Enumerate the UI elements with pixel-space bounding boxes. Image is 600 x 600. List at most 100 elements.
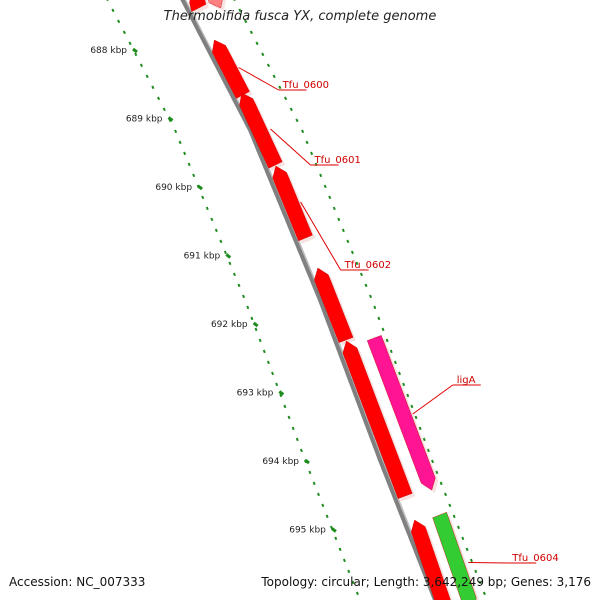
genome-title: Thermobifida fusca YX, complete genome [163, 9, 437, 24]
scale-dot [310, 151, 314, 156]
scale-dot [287, 415, 291, 420]
scale-dot [139, 63, 144, 68]
scale-dot [393, 360, 397, 365]
scale-dot [377, 316, 381, 321]
scale-dot [261, 52, 265, 57]
scale-dot [422, 437, 426, 442]
kbp-tick [278, 390, 285, 396]
scale-dot [334, 536, 338, 541]
scale-dot [346, 239, 350, 244]
scale-dot [255, 41, 259, 46]
kbp-tick [304, 458, 310, 465]
scale-dot [385, 338, 389, 343]
kbp-tick [167, 116, 174, 122]
scale-dot [341, 228, 345, 233]
scale-dot [465, 547, 469, 552]
scale-dot [364, 283, 368, 288]
kbp-tick-label: 688 kbp [90, 46, 127, 56]
scale-dot [289, 107, 293, 112]
scale-dot [272, 74, 276, 79]
scale-dot [482, 591, 486, 596]
scale-dot [359, 272, 363, 277]
gene-label-tfu_0602: Tfu_0602 [344, 260, 391, 271]
gene-label-tfu_0600: Tfu_0600 [282, 80, 329, 91]
scale-dot [271, 371, 274, 376]
kbp-tick-label: 694 kbp [262, 457, 299, 467]
kbp-tick-label: 689 kbp [126, 115, 163, 125]
scale-dot [117, 19, 121, 24]
scale-dot [381, 327, 385, 332]
scale-dot [347, 569, 351, 574]
scale-dot [122, 30, 126, 35]
scale-dot [183, 151, 187, 156]
scale-dot [332, 206, 336, 211]
scale-dot [452, 514, 456, 519]
scale-dot [325, 514, 329, 519]
scale-dot [187, 162, 191, 167]
gene-label-tfu_0604: Tfu_0604 [511, 553, 558, 564]
scale-dot [406, 393, 410, 398]
scale-dot [328, 195, 332, 200]
scale-dot [232, 272, 236, 277]
scale-dot [266, 360, 270, 365]
scale-dot [157, 96, 161, 101]
scale-dot [337, 217, 341, 222]
scale-dot [233, 0, 236, 2]
genome-stats-label: Topology: circular; Length: 3,642,249 bp… [261, 575, 591, 589]
scale-dot [369, 294, 373, 299]
accession-label: Accession: NC_007333 [9, 575, 146, 589]
scale-dot [402, 382, 406, 387]
gene-label-tfu_0601: Tfu_0601 [313, 155, 360, 166]
scale-dot [351, 580, 355, 585]
scale-dot [262, 349, 266, 354]
outer-scale-line [233, 0, 486, 596]
scale-dot [414, 415, 418, 420]
kbp-tick-label: 690 kbp [155, 183, 192, 193]
scale-dot [312, 481, 316, 486]
scale-dot [478, 580, 482, 585]
scale-dot [469, 558, 473, 563]
scale-dot [178, 140, 182, 145]
scale-dot [355, 261, 359, 266]
gene-arrow-unlabeled [314, 267, 354, 343]
scale-dot [246, 305, 250, 310]
scale-dot [439, 481, 443, 486]
scale-dot [238, 8, 242, 13]
kbp-tick [197, 184, 203, 191]
gene-arrow-tfu_0601 [239, 92, 283, 169]
scale-dot [106, 0, 109, 2]
gene-arrow-unlabeled [411, 519, 451, 600]
gene-callout-line [270, 128, 311, 166]
scale-dot [284, 96, 288, 101]
scale-dot [205, 206, 209, 211]
scale-dot [228, 261, 232, 266]
scale-dot [145, 74, 149, 79]
scale-dot [295, 437, 299, 442]
scale-dot [319, 173, 323, 178]
scale-dot [301, 129, 305, 134]
scale-dot [291, 426, 295, 431]
scale-dot [151, 85, 155, 90]
scale-dot [275, 382, 279, 387]
gene-callout-line [238, 67, 279, 91]
scale-dot [244, 19, 248, 24]
scale-dot [223, 250, 227, 255]
scale-dot [323, 184, 327, 189]
gene-arrow-offscreen [189, 0, 207, 12]
scale-dot [249, 30, 253, 35]
scale-dot [250, 316, 254, 321]
scale-dot [278, 85, 282, 90]
scale-dot [431, 459, 435, 464]
scale-dot [305, 140, 309, 145]
scale-dot [214, 228, 218, 233]
scale-dot [308, 470, 312, 475]
scale-dot [448, 503, 452, 508]
scale-dot [418, 426, 422, 431]
scale-dot [329, 525, 333, 530]
scale-dot [210, 217, 214, 222]
scale-dot [342, 558, 346, 563]
scale-dot [237, 283, 241, 288]
scale-dot [242, 294, 246, 299]
gene-callout-line [412, 384, 454, 415]
